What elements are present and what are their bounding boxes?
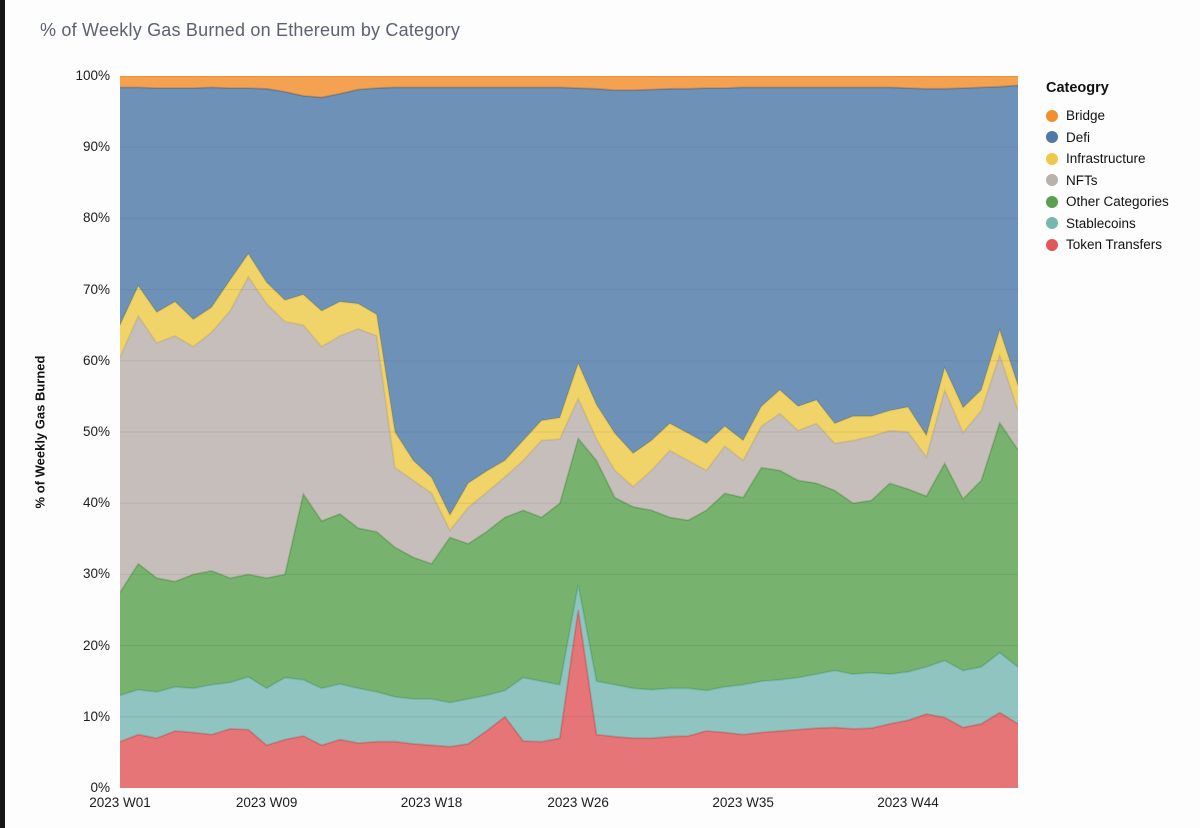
y-tick-label: 60% (82, 352, 110, 368)
y-tick-label: 50% (82, 424, 110, 439)
y-tick-label: 30% (82, 566, 110, 582)
area-other-categories[interactable] (120, 422, 1018, 703)
y-tick-label: 10% (82, 708, 110, 724)
x-tick-label: 2023 W35 (712, 795, 774, 810)
legend-swatch-icon (1046, 195, 1058, 208)
area-nfts[interactable] (120, 276, 1018, 593)
x-tick-label: 2023 W18 (400, 795, 463, 810)
legend-swatch-icon (1046, 174, 1058, 187)
legend: Cateogry Bridge Defi Infrastructure NFTs Oth… (1046, 80, 1169, 256)
legend-item-bridge[interactable]: Bridge (1046, 105, 1169, 127)
legend-label: Stablecoins (1066, 215, 1136, 231)
legend-label: Bridge (1066, 108, 1106, 124)
legend-item-infrastructure[interactable]: Infrastructure (1046, 148, 1169, 170)
legend-label: NFTs (1066, 172, 1098, 188)
x-tick-label: 2023 W44 (877, 795, 939, 810)
y-tick-label: 80% (82, 210, 110, 226)
y-tick-label: 40% (82, 495, 110, 511)
left-edge-bar (0, 0, 5, 828)
legend-label: Infrastructure (1066, 151, 1146, 167)
legend-item-stablecoins[interactable]: Stablecoins (1046, 213, 1169, 235)
x-tick-label: 2023 W09 (235, 795, 298, 810)
area-outline-stablecoins (120, 584, 1018, 704)
y-axis-title: % of Weekly Gas Burned (32, 355, 48, 509)
area-stablecoins[interactable] (120, 585, 1018, 747)
legend-swatch-icon (1046, 109, 1058, 122)
legend-label: Other Categories (1066, 194, 1169, 210)
y-tick-label: 90% (82, 139, 110, 155)
legend-label: Defi (1066, 129, 1091, 145)
x-tick-label: 2023 W26 (547, 795, 609, 810)
legend-swatch-icon (1046, 152, 1058, 165)
legend-title: Cateogry (1046, 80, 1109, 96)
stacked-area-plot[interactable] (120, 76, 1018, 788)
legend-swatch-icon (1046, 217, 1058, 230)
legend-item-nfts[interactable]: NFTs (1046, 170, 1169, 192)
legend-label: Token Transfers (1066, 237, 1163, 253)
legend-swatch-icon (1046, 238, 1058, 251)
legend-swatch-icon (1046, 131, 1058, 144)
y-tick-label: 0% (90, 780, 110, 795)
y-tick-label: 20% (82, 637, 110, 653)
chart-title: % of Weekly Gas Burned on Ethereum by Ca… (40, 20, 461, 40)
legend-item-token-transfers[interactable]: Token Transfers (1046, 234, 1169, 256)
y-tick-label: 100% (75, 68, 110, 83)
legend-item-other-categories[interactable]: Other Categories (1046, 191, 1169, 213)
y-tick-label: 70% (82, 281, 110, 297)
area-token-transfers[interactable] (120, 610, 1018, 788)
x-tick-label: 2023 W01 (89, 795, 151, 810)
area-defi[interactable] (120, 85, 1018, 516)
legend-item-defi[interactable]: Defi (1046, 127, 1169, 149)
area-bridge[interactable] (120, 76, 1018, 98)
